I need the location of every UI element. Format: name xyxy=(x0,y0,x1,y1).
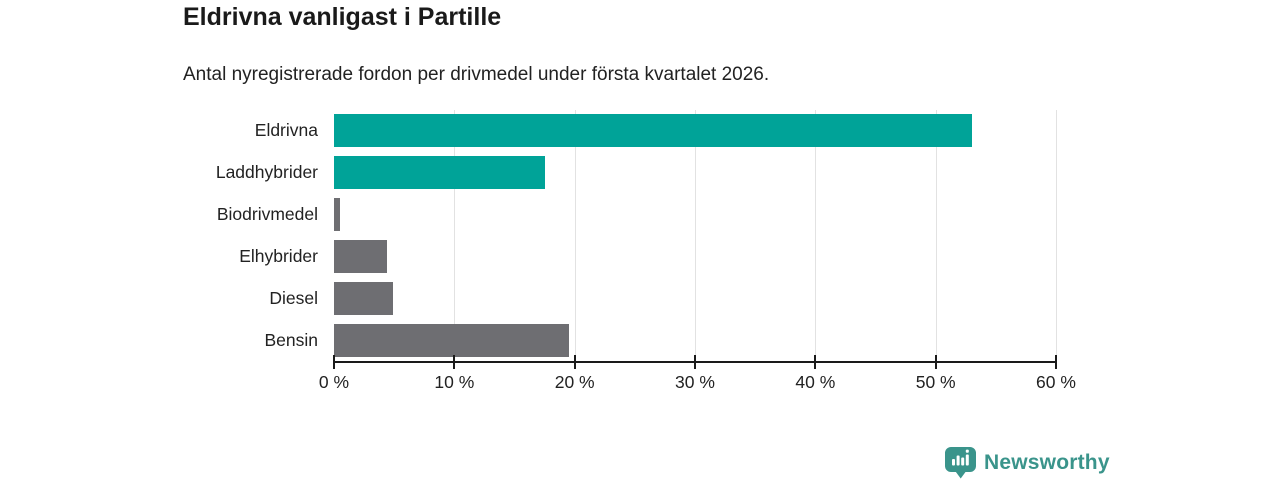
bar-biodrivmedel xyxy=(334,198,341,232)
plot-area xyxy=(333,110,1057,369)
bar-row xyxy=(334,277,1056,319)
bar-laddhybrider xyxy=(334,156,545,190)
category-label-biodrivmedel: Biodrivmedel xyxy=(216,204,318,225)
bar-row xyxy=(334,194,1056,236)
axis-tick xyxy=(934,355,937,369)
x-tick-label: 40 % xyxy=(795,372,836,392)
x-tick-label: 0 % xyxy=(318,372,350,392)
axis-tick xyxy=(453,355,456,369)
x-tick-label: 20 % xyxy=(554,372,595,392)
axis-tick xyxy=(573,355,576,369)
bar-row xyxy=(334,319,1056,361)
gridline xyxy=(1056,110,1057,361)
chart-title: Eldrivna vanligast i Partille xyxy=(183,3,502,31)
bar-diesel xyxy=(334,281,393,315)
x-tick-label: 10 % xyxy=(434,372,475,392)
gridline xyxy=(815,110,817,361)
bar-elhybrider xyxy=(334,239,387,273)
newsworthy-logo-icon xyxy=(945,447,976,479)
category-label-diesel: Diesel xyxy=(269,287,318,308)
bar-row xyxy=(334,152,1056,194)
x-tick-label: 60 % xyxy=(1036,372,1076,392)
gridline xyxy=(935,110,937,361)
x-axis-tick-labels: 0 % 10 % 20 % 30 % 40 % 50 % 60 % xyxy=(319,372,1076,398)
axis-tick xyxy=(694,355,696,369)
axis-tick xyxy=(1055,355,1057,369)
bar-eldrivna xyxy=(334,114,972,148)
category-axis: Eldrivna Laddhybrider Biodrivmedel Elhybrid… xyxy=(0,110,318,361)
category-label-bensin: Bensin xyxy=(264,329,318,350)
gridline xyxy=(574,110,576,361)
bar-bensin xyxy=(334,323,569,357)
x-tick-label: 50 % xyxy=(915,372,956,392)
chart-subtitle: Antal nyregistrerade fordon per drivmede… xyxy=(183,64,770,85)
category-label-eldrivna: Eldrivna xyxy=(254,120,318,141)
brand-name: Newsworthy xyxy=(984,451,1110,474)
gridline xyxy=(695,110,696,361)
axis-tick xyxy=(814,355,817,369)
axis-tick xyxy=(333,355,335,369)
category-label-elhybrider: Elhybrider xyxy=(239,245,318,266)
gridline xyxy=(454,110,456,361)
brand: Newsworthy xyxy=(944,446,1110,480)
bar-row xyxy=(334,235,1056,277)
category-label-laddhybrider: Laddhybrider xyxy=(215,162,318,183)
bar-row xyxy=(334,110,1056,152)
x-tick-label: 30 % xyxy=(675,372,715,392)
